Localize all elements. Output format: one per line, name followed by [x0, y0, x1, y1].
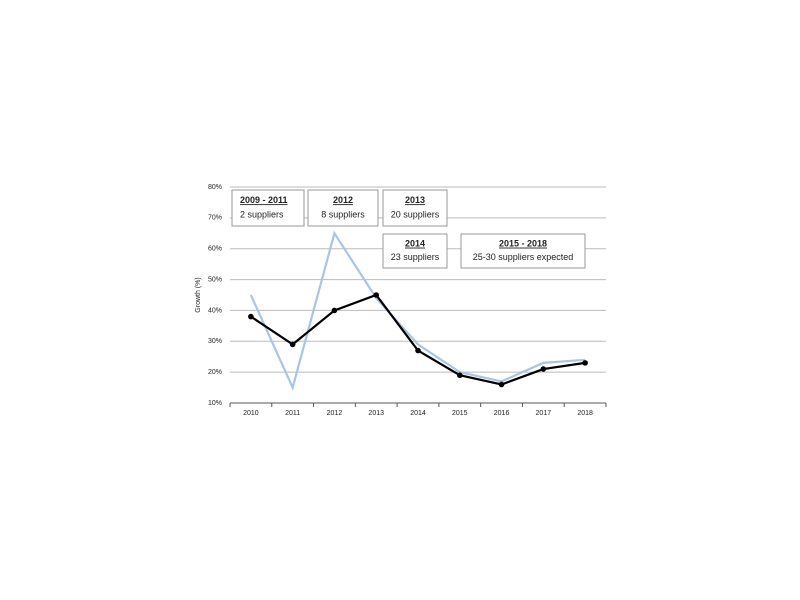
y-tick-label: 80% [208, 184, 222, 191]
x-tick-label: 2013 [368, 410, 384, 417]
x-tick-label: 2014 [410, 410, 426, 417]
y-tick-label: 30% [208, 338, 222, 345]
annotation-box [382, 233, 448, 269]
annotation: 2009 - 2011 2 suppliers [231, 189, 305, 227]
series-line [249, 230, 586, 391]
y-tick-label: 50% [208, 276, 222, 283]
point [289, 341, 296, 348]
y-axis-label: Growth (%) [195, 277, 202, 312]
x-tick-label: 2010 [243, 410, 259, 417]
y-tick-label: 20% [208, 369, 222, 376]
x-tick-label: 2018 [577, 410, 593, 417]
annotation: 2012 8 suppliers [307, 189, 379, 227]
annotation-text: 8 suppliers [321, 210, 365, 220]
point [373, 292, 380, 298]
annotation-heading: 2012 [333, 195, 353, 205]
x-tick-label: 2016 [494, 410, 510, 417]
annotation: 2013 20 suppliers [382, 189, 448, 227]
annotation-text: 25-30 suppliers expected [473, 252, 574, 262]
annotation: 2014 23 suppliers [382, 233, 448, 269]
x-tick-label: 2011 [285, 410, 300, 417]
point [415, 347, 421, 354]
annotation-box [460, 233, 586, 269]
y-tick-label: 10% [208, 400, 222, 407]
y-tick-label: 60% [208, 246, 222, 253]
y-tick-label: 40% [208, 307, 222, 314]
x-tick-label: 2012 [327, 410, 343, 417]
point [498, 381, 505, 388]
point [456, 372, 463, 379]
annotation-text: 2 suppliers [240, 210, 284, 220]
annotation-text: 23 suppliers [391, 252, 440, 262]
annotation-heading: 2015 - 2018 [499, 239, 547, 249]
y-tick-label: 70% [208, 215, 222, 222]
annotation-text: 20 suppliers [391, 210, 440, 220]
annotation-heading: 2009 - 2011 [240, 195, 288, 205]
point [582, 360, 588, 366]
annotation-heading: 2013 [405, 195, 425, 205]
point [540, 366, 547, 372]
point [331, 307, 338, 314]
x-tick-label: 2015 [452, 410, 468, 417]
x-tick-label: 2017 [536, 410, 552, 417]
point [248, 313, 254, 320]
annotation-box [382, 189, 448, 227]
series-line [250, 293, 586, 386]
annotation-box [307, 189, 379, 227]
annotation: 2015 - 2018 25-30 suppliers expected [460, 233, 586, 269]
annotation-box [231, 189, 305, 227]
annotation-heading: 2014 [405, 239, 425, 249]
